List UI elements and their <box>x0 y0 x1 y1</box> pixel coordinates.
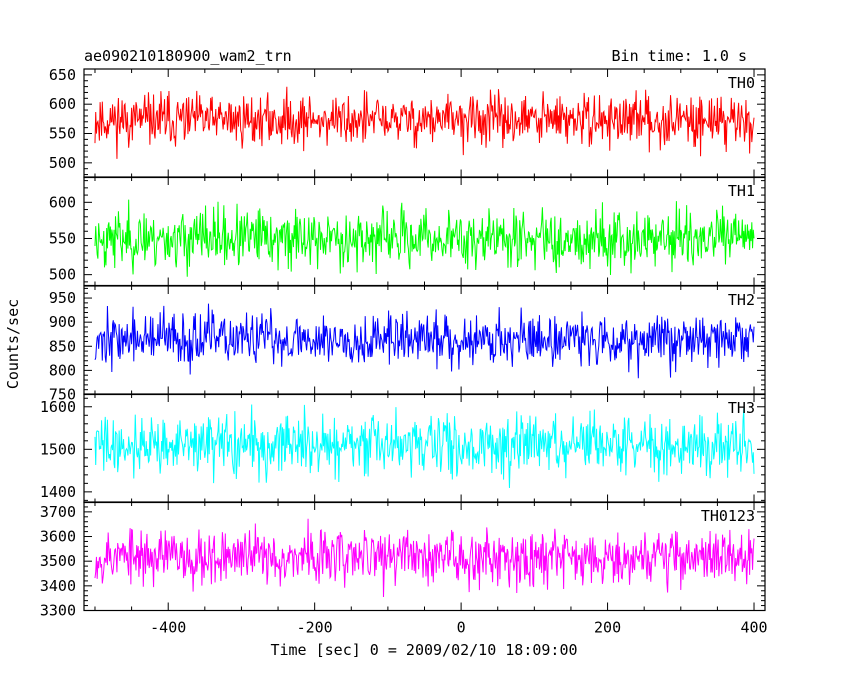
x-tick-label: 0 <box>457 619 466 637</box>
y-tick-label: 550 <box>49 125 76 143</box>
y-tick-label: 850 <box>49 337 76 355</box>
y-tick-label: 3300 <box>40 602 76 620</box>
series-line-th0 <box>94 86 755 159</box>
y-tick-label: 650 <box>49 66 76 84</box>
panel-th3: 1400 1500 1600 TH3 <box>40 393 766 504</box>
y-tick-label: 1400 <box>40 483 76 501</box>
y-tick-label: 550 <box>49 229 76 247</box>
channel-label-th0: TH0 <box>728 74 755 92</box>
y-tick-label: 500 <box>49 154 76 172</box>
y-tick-label: 750 <box>49 386 76 404</box>
channel-label-th1: TH1 <box>728 182 755 200</box>
channel-label-th3: TH3 <box>728 399 755 417</box>
y-tick-label: 1500 <box>40 440 76 458</box>
y-tick-label: 1600 <box>40 398 76 416</box>
series-line-th2 <box>94 303 755 379</box>
y-axis-label: Counts/sec <box>4 299 22 389</box>
panel-th2: 750 800 850 900 950 TH2 <box>49 285 766 404</box>
x-tick-label: -400 <box>150 619 186 637</box>
panel-th0: 500 550 600 650 TH0 <box>49 66 766 179</box>
y-tick-label: 950 <box>49 289 76 307</box>
y-tick-label: 3500 <box>40 552 76 570</box>
y-tick-label: 600 <box>49 193 76 211</box>
panel-th1: 500 550 600 TH1 <box>49 176 766 287</box>
y-tick-label: 3400 <box>40 577 76 595</box>
series-line-th3 <box>94 404 755 488</box>
channel-label-th2: TH2 <box>728 291 755 309</box>
x-tick-label: -200 <box>297 619 333 637</box>
x-axis-label: Time [sec] 0 = 2009/02/10 18:09:00 <box>270 641 577 659</box>
y-tick-label: 500 <box>49 266 76 284</box>
x-tick-label: 400 <box>740 619 767 637</box>
channel-label-th0123: TH0123 <box>701 507 755 525</box>
chart-title: ae090210180900_wam2_trn <box>84 47 292 65</box>
y-tick-label: 600 <box>49 95 76 113</box>
series-line-th0123 <box>94 518 755 597</box>
y-tick-label: 800 <box>49 361 76 379</box>
y-tick-label: 3700 <box>40 503 76 521</box>
x-tick-label: 200 <box>594 619 621 637</box>
y-tick-label: 3600 <box>40 528 76 546</box>
bin-time-label: Bin time: 1.0 s <box>612 47 747 65</box>
panel-th0123: 3300 3400 3500 3600 3700 TH0123 <box>40 501 766 620</box>
panels-group: 500 550 600 650 TH0 500 550 600 TH1 750 800 850 900 9… <box>40 66 768 637</box>
y-tick-label: 900 <box>49 313 76 331</box>
series-line-th1 <box>94 199 755 277</box>
